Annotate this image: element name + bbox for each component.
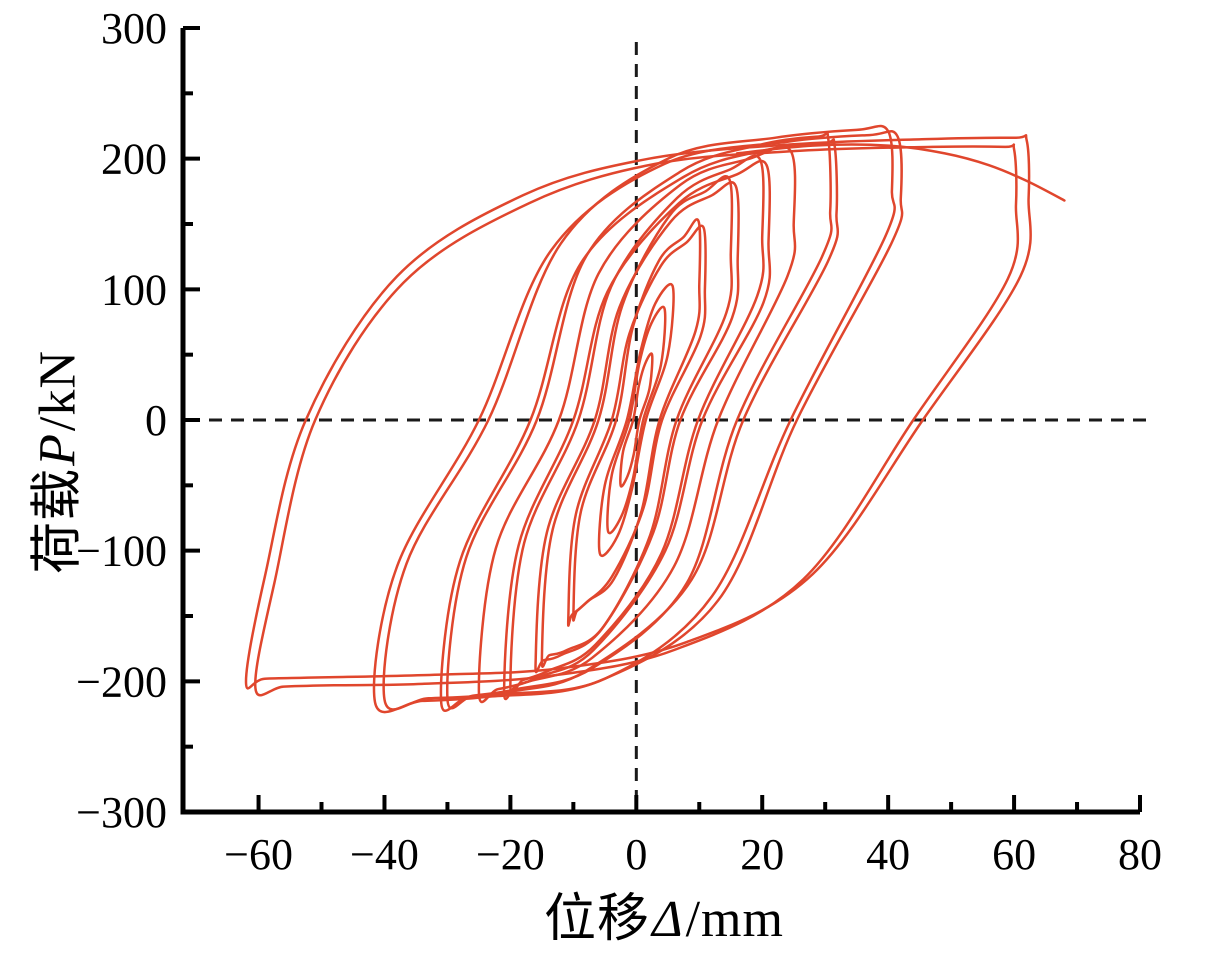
curve-cycle-16 (254, 143, 1020, 697)
curve-cycle-09 (502, 159, 772, 701)
y-tick-label: −200 (76, 657, 167, 706)
y-axis-title: 荷载P/kN (15, 350, 90, 574)
y-tick-label: 100 (101, 265, 167, 314)
curve-cycle-14 (372, 129, 904, 714)
curve-cycle-04 (572, 218, 702, 622)
zero-lines (187, 42, 1146, 810)
curve-cycle-05 (566, 224, 707, 627)
y-tick-label: 0 (145, 396, 167, 445)
curve-cycle-08 (509, 154, 765, 695)
x-tick-label: −20 (476, 830, 545, 879)
curve-cycle-15 (244, 133, 1032, 690)
x-axis-title: 位移Δ/mm (544, 876, 784, 951)
x-axis-title-suffix: /mm (685, 891, 784, 948)
y-axis-title-prefix: 荷载 (29, 467, 87, 574)
y-tick-label: 300 (101, 4, 167, 53)
x-axis-title-prefix: 位移 (544, 891, 651, 948)
hysteresis-curves (244, 124, 1066, 714)
y-tick-label: −100 (76, 527, 167, 576)
y-tick-label: −300 (76, 788, 167, 837)
y-axis-title-suffix: /kN (29, 350, 87, 432)
curve-cycle-02 (606, 305, 667, 535)
y-axis-symbol: P (29, 433, 87, 466)
curve-cycle-03 (597, 283, 675, 557)
x-axis-symbol: Δ (652, 891, 684, 948)
x-tick-label: 20 (740, 830, 784, 879)
axis-ticks (183, 26, 1142, 814)
x-tick-label: −60 (224, 830, 293, 879)
x-tick-label: 80 (1118, 830, 1162, 879)
x-tick-label: 40 (866, 830, 910, 879)
curve-envelope-tail (735, 143, 1066, 202)
x-tick-label: −40 (350, 830, 419, 879)
curve-cycle-10 (477, 145, 797, 704)
x-tick-label: 0 (625, 830, 647, 879)
x-tick-label: 60 (992, 830, 1036, 879)
curve-cycle-01 (619, 352, 654, 488)
y-tick-label: 200 (101, 135, 167, 184)
curve-cycle-07 (534, 181, 740, 674)
